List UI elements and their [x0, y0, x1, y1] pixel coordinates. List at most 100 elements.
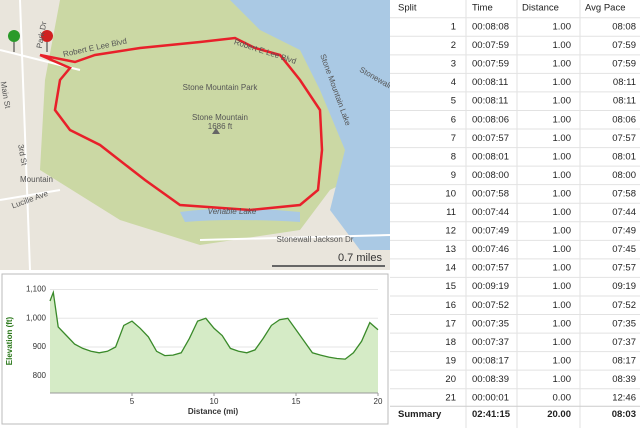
table-cell: 0.00 [553, 393, 572, 404]
table-cell: 1.00 [553, 151, 572, 162]
table-cell: 00:07:59 [472, 40, 509, 51]
table-cell: 08:11 [613, 77, 636, 88]
table-cell: 1.00 [553, 170, 572, 181]
table-cell: 08:06 [612, 114, 636, 125]
table-cell: 08:39 [612, 374, 636, 385]
table-cell: 08:08 [612, 22, 636, 33]
park-area [40, 0, 390, 245]
table-cell: 07:35 [612, 318, 636, 329]
table-cell: 9 [451, 170, 456, 181]
y-tick-label: 1,000 [26, 313, 47, 322]
table-cell: 00:07:57 [472, 133, 509, 144]
table-cell: 1.00 [553, 226, 572, 237]
table-cell: 00:08:39 [472, 374, 509, 385]
table-cell: 1.00 [553, 281, 572, 292]
table-cell: 00:08:11 [472, 96, 508, 107]
table-cell: 07:44 [612, 207, 636, 218]
x-axis-label: Distance (mi) [188, 407, 239, 416]
map[interactable]: 0.7 miles [0, 0, 391, 271]
table-cell: 16 [445, 300, 456, 311]
table-cell: 00:07:58 [472, 188, 509, 199]
table-cell: 19 [445, 355, 456, 366]
map-label: Main St [0, 81, 12, 110]
table-cell: 07:49 [612, 226, 636, 237]
y-tick-label: 1,100 [26, 285, 47, 294]
table-cell: 5 [451, 96, 456, 107]
table-cell: 1.00 [553, 133, 572, 144]
table-cell: 1.00 [553, 355, 572, 366]
route [39, 36, 324, 212]
elevation-area [50, 292, 378, 393]
summary-cell: 08:03 [612, 409, 636, 420]
table-cell: 00:08:17 [472, 355, 509, 366]
table-cell: 3 [451, 59, 456, 70]
map-label: Venable Lake [208, 207, 257, 216]
table-cell: 17 [445, 318, 456, 329]
lake [180, 208, 300, 222]
table-cell: 12 [445, 226, 456, 237]
table-cell: 00:07:59 [472, 59, 509, 70]
map-label: 3rd St [16, 144, 29, 167]
table-cell: 07:58 [612, 188, 636, 199]
summit-marker [212, 128, 220, 134]
x-tick-label: 20 [374, 397, 383, 406]
table-cell: 00:08:01 [472, 151, 509, 162]
map-label: Stone Mountain Park [183, 83, 259, 92]
table-cell: 00:07:57 [472, 263, 509, 274]
summary-cell: 20.00 [547, 409, 571, 420]
table-cell: 6 [451, 114, 456, 125]
table-cell: 00:08:08 [472, 22, 509, 33]
elevation-line [49, 289, 379, 360]
column-header: Avg Pace [585, 3, 626, 14]
summary-cell: 02:41:15 [472, 409, 511, 420]
table-cell: 08:00 [612, 170, 636, 181]
table-cell: 07:59 [612, 40, 636, 51]
y-tick-label: 800 [33, 371, 47, 380]
table-cell: 1.00 [553, 22, 572, 33]
table-cell: 00:07:37 [472, 337, 509, 348]
table-cell: 1 [451, 22, 456, 33]
table-cell: 1.00 [553, 188, 572, 199]
column-header: Time [472, 3, 493, 14]
map-label: Stone Mountain [192, 113, 248, 122]
table-cell: 00:07:46 [472, 244, 509, 255]
table-cell: 21 [445, 393, 456, 404]
y-axis-label: Elevation (ft) [5, 316, 14, 365]
table-cell: 09:19 [612, 281, 636, 292]
table-cell: 1.00 [553, 318, 572, 329]
y-tick-label: 900 [33, 342, 47, 351]
table-cell: 00:00:01 [472, 393, 509, 404]
table-cell: 07:45 [612, 244, 636, 255]
table-cell: 00:07:44 [472, 207, 509, 218]
table-cell: 4 [451, 77, 456, 88]
table-cell: 08:11 [613, 96, 636, 107]
table-cell: 1.00 [553, 244, 572, 255]
table-cell: 07:57 [612, 263, 636, 274]
table-cell: 00:07:52 [472, 300, 509, 311]
summary-cell: Summary [398, 409, 442, 420]
x-tick-label: 15 [292, 397, 301, 406]
table-cell: 1.00 [553, 374, 572, 385]
column-header: Distance [522, 3, 559, 14]
table-cell: 1.00 [553, 300, 572, 311]
table-cell: 1.00 [553, 40, 572, 51]
map-label: Stonewall Jackson Dr [277, 235, 354, 244]
start-pin[interactable] [8, 30, 20, 52]
table-cell: 08:17 [612, 355, 636, 366]
table-cell: 00:07:35 [472, 318, 509, 329]
table-cell: 07:52 [612, 300, 636, 311]
end-pin[interactable] [41, 30, 53, 52]
table-cell: 00:08:06 [472, 114, 509, 125]
x-tick-label: 10 [210, 397, 219, 406]
table-cell: 00:07:49 [472, 226, 509, 237]
table-cell: 18 [445, 337, 456, 348]
table-cell: 1.00 [553, 114, 572, 125]
table-cell: 2 [451, 40, 456, 51]
map-label: Mountain [20, 175, 53, 184]
table-cell: 13 [445, 244, 456, 255]
table-cell: 07:57 [612, 133, 636, 144]
scale-label: 0.7 miles [338, 252, 383, 264]
table-cell: 07:59 [612, 59, 636, 70]
